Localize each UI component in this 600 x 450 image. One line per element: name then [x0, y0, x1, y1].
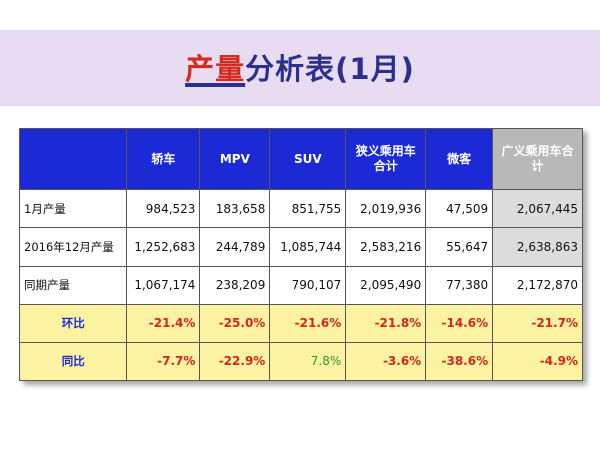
table-cell: -3.6% [345, 341, 427, 382]
table-cell: 851,755 [269, 189, 347, 229]
table-row-mom: 环比 -21.4% -25.0% -21.6% -21.8% -14.6% -2… [18, 303, 583, 343]
table-cell: -38.6% [425, 341, 494, 382]
table-cell: -21.4% [126, 303, 201, 343]
header-minivan: 微客 [425, 127, 494, 191]
table-cell: -7.7% [126, 341, 201, 382]
row-label: 环比 [18, 303, 128, 343]
table-cell: 2,067,445 [492, 189, 583, 229]
title-band [0, 30, 600, 106]
header-sedan: 轿车 [126, 127, 201, 191]
table-cell: 790,107 [269, 265, 347, 305]
table-cell: 1,067,174 [126, 265, 201, 305]
table-cell: 2,172,870 [492, 265, 583, 305]
table-row: 2016年12月产量 1,252,683 244,789 1,085,744 2… [18, 227, 583, 267]
table-row: 1月产量 984,523 183,658 851,755 2,019,936 4… [18, 189, 583, 229]
page-title: 产量分析表(1月) [0, 46, 600, 88]
table-cell: -21.7% [492, 303, 583, 343]
table-cell: 183,658 [199, 189, 271, 229]
table-row-yoy: 同比 -7.7% -22.9% 7.8% -3.6% -38.6% -4.9% [18, 341, 583, 382]
table-row: 同期产量 1,067,174 238,209 790,107 2,095,490… [18, 265, 583, 305]
table-cell: -21.8% [345, 303, 427, 343]
row-label: 2016年12月产量 [18, 227, 128, 267]
row-label: 同期产量 [18, 265, 128, 305]
table-cell: -25.0% [199, 303, 271, 343]
table-cell: 47,509 [425, 189, 494, 229]
row-label: 1月产量 [18, 189, 128, 229]
table-cell: 2,638,863 [492, 227, 583, 267]
table-cell: 244,789 [199, 227, 271, 267]
table-cell: 1,085,744 [269, 227, 347, 267]
header-broad-total: 广义乘用车合计 [492, 127, 583, 191]
table-cell: -22.9% [199, 341, 271, 382]
table-cell: 984,523 [126, 189, 201, 229]
row-label: 同比 [18, 341, 128, 382]
title-accent: 产量 [185, 52, 246, 86]
production-table: 轿车 MPV SUV 狭义乘用车合计 微客 广义乘用车合计 1月产量 984,5… [18, 127, 583, 382]
header-suv: SUV [269, 127, 347, 191]
table-cell: 238,209 [199, 265, 271, 305]
header-corner [18, 127, 128, 191]
table-cell: -14.6% [425, 303, 494, 343]
title-rest: 分析表(1月) [245, 52, 415, 86]
table-cell: 2,019,936 [345, 189, 427, 229]
header-narrow-total: 狭义乘用车合计 [345, 127, 427, 191]
table-header-row: 轿车 MPV SUV 狭义乘用车合计 微客 广义乘用车合计 [18, 127, 583, 191]
table-cell: 77,380 [425, 265, 494, 305]
table-cell: 1,252,683 [126, 227, 201, 267]
table-cell: -4.9% [492, 341, 583, 382]
header-mpv: MPV [199, 127, 271, 191]
table-cell: 55,647 [425, 227, 494, 267]
table-cell: 2,583,216 [345, 227, 427, 267]
table-cell: 7.8% [269, 341, 347, 382]
table-cell: -21.6% [269, 303, 347, 343]
table-cell: 2,095,490 [345, 265, 427, 305]
